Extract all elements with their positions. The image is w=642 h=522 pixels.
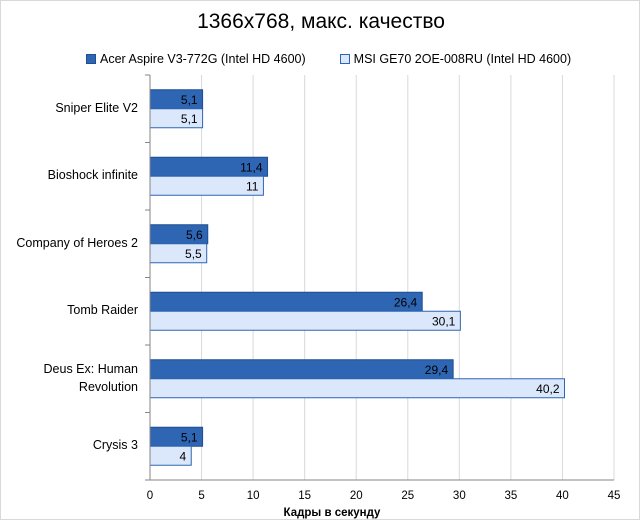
legend-item-msi: MSI GE70 2OE-008RU (Intel HD 4600) — [339, 52, 572, 66]
data-label: 11,4 — [240, 160, 263, 174]
category-label: Tomb Raider — [0, 301, 138, 319]
category-label-line: Company of Heroes 2 — [16, 235, 138, 250]
category-label: Deus Ex: Human Revolution — [0, 360, 138, 396]
category-label: Company of Heroes 2 — [0, 234, 138, 252]
data-label: 5,1 — [181, 112, 198, 126]
category-label-line: Bioshock infinite — [47, 168, 138, 183]
data-label: 5,1 — [181, 430, 198, 444]
legend-label-msi: MSI GE70 2OE-008RU (Intel HD 4600) — [353, 52, 572, 66]
category-label-line: Sniper Elite V2 — [55, 100, 138, 115]
legend-label-acer: Acer Aspire V3-772G (Intel HD 4600) — [100, 52, 306, 66]
data-label: 5,5 — [185, 247, 202, 261]
x-tick-label: 20 — [350, 490, 363, 502]
data-label: 5,6 — [186, 228, 203, 242]
category-label-line: Tomb Raider — [67, 303, 138, 318]
category-label-line: Crysis 3 — [92, 438, 138, 453]
x-tick-label: 25 — [401, 490, 414, 502]
category-label-line: Revolution — [78, 379, 138, 394]
x-tick-label: 15 — [298, 490, 311, 502]
legend-swatch-acer — [86, 54, 96, 64]
x-tick-label: 40 — [556, 490, 569, 502]
category-label: Crysis 3 — [0, 436, 138, 454]
legend-item-acer: Acer Aspire V3-772G (Intel HD 4600) — [86, 52, 306, 66]
bar-msi — [149, 310, 461, 331]
data-label: 30,1 — [432, 314, 456, 328]
data-label: 40,2 — [536, 382, 560, 396]
data-label: 26,4 — [394, 295, 418, 309]
x-axis-title: Кадры в секунду — [284, 507, 381, 519]
category-label: Bioshock infinite — [0, 166, 138, 184]
bar-acer — [149, 359, 454, 380]
category-label-line: Deus Ex: Human — [43, 361, 138, 376]
x-tick-label: 30 — [453, 490, 466, 502]
data-label: 4 — [180, 449, 187, 463]
x-tick-label: 10 — [247, 490, 260, 502]
data-label: 11 — [246, 179, 259, 193]
x-tick-label: 5 — [198, 490, 204, 502]
bar-acer — [149, 291, 423, 312]
x-tick-label: 35 — [504, 490, 517, 502]
legend-swatch-msi — [339, 54, 350, 64]
data-label: 29,4 — [425, 363, 449, 377]
bar-msi — [149, 378, 566, 399]
category-label: Sniper Elite V2 — [0, 99, 138, 117]
data-label: 5,1 — [181, 93, 198, 107]
chart-title: 1366x768, макс. качество — [197, 10, 445, 33]
x-tick-label: 45 — [608, 490, 621, 502]
legend: Acer Aspire V3-772G (Intel HD 4600) MSI … — [86, 52, 605, 66]
x-tick-label: 0 — [147, 490, 153, 502]
